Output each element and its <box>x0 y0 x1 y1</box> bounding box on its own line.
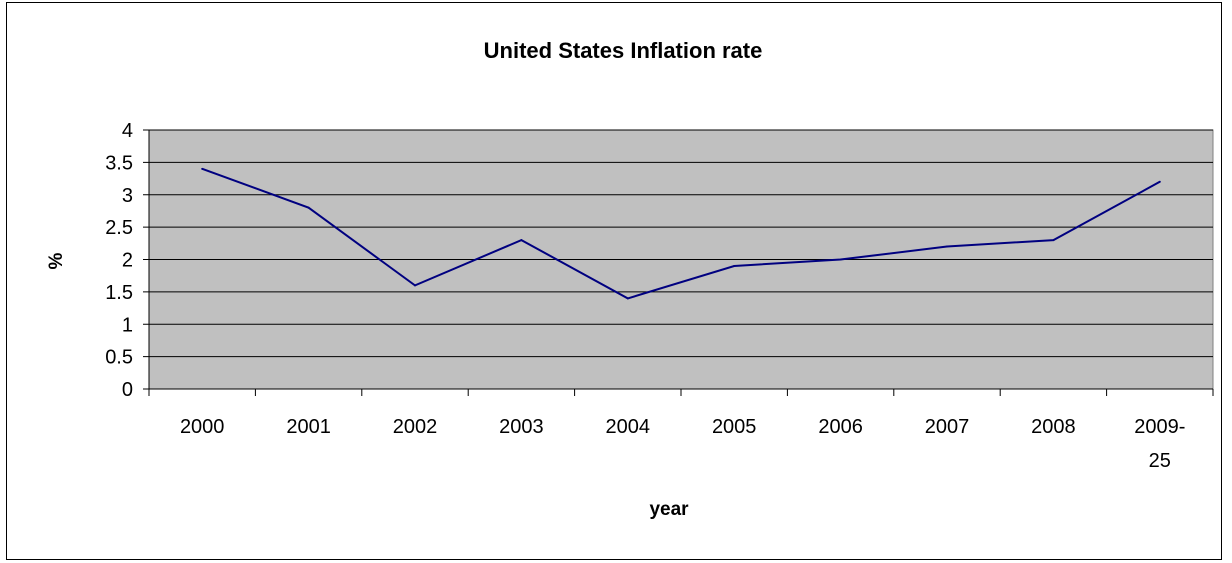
y-tick-label: 0.5 <box>105 347 133 369</box>
x-tick-label: 2002 <box>393 416 438 438</box>
x-tick-label: 2007 <box>925 416 970 438</box>
data-point <box>201 167 204 170</box>
x-tick-label: 2009-25 <box>1134 416 1185 472</box>
x-tick-label: 2008 <box>1031 416 1076 438</box>
data-point <box>520 239 523 242</box>
series-line <box>201 167 1161 300</box>
x-tick-labels: 2000 2001 2002 2003 2004 2005 2006 2007 2008 2009… <box>180 416 1185 472</box>
data-point <box>307 206 310 209</box>
data-point <box>1158 180 1161 183</box>
x-tick-label: 2001 <box>286 416 331 438</box>
y-tick-label: 3.5 <box>105 152 133 174</box>
y-tick-label: 2 <box>122 250 133 272</box>
y-tick-labels: 0 0.5 1 1.5 2 2.5 3 3.5 4 <box>105 120 133 401</box>
data-point <box>733 264 736 267</box>
chart-title: United States Inflation rate <box>484 38 763 63</box>
y-tick-label: 3 <box>122 185 133 207</box>
x-tick-label: 2003 <box>499 416 544 438</box>
y-tick-label: 1.5 <box>105 282 133 304</box>
x-axis-title: year <box>649 499 689 520</box>
x-tick-label: 2004 <box>606 416 651 438</box>
data-point <box>626 297 629 300</box>
x-tick-label: 2006 <box>818 416 863 438</box>
x-tick-label: 2000 <box>180 416 225 438</box>
series-layer <box>201 167 1161 300</box>
y-tick-label: 4 <box>122 120 133 142</box>
y-tick-label: 0 <box>122 379 133 401</box>
y-axis-title: % <box>46 252 67 269</box>
y-tick-label: 1 <box>122 314 133 336</box>
data-point <box>414 284 416 287</box>
line-chart: United States Inflation rate 0 0.5 1 1.5 2 2.… <box>46 38 1214 520</box>
data-point <box>1052 239 1055 242</box>
chart-area: United States Inflation rate 0 0.5 1 1.5 2 2.… <box>6 2 1222 560</box>
axes <box>143 129 1214 396</box>
x-tick-label: 2005 <box>712 416 757 438</box>
data-point <box>839 258 842 261</box>
y-tick-label: 2.5 <box>105 217 133 239</box>
data-point <box>946 245 948 248</box>
gridlines <box>149 129 1213 358</box>
